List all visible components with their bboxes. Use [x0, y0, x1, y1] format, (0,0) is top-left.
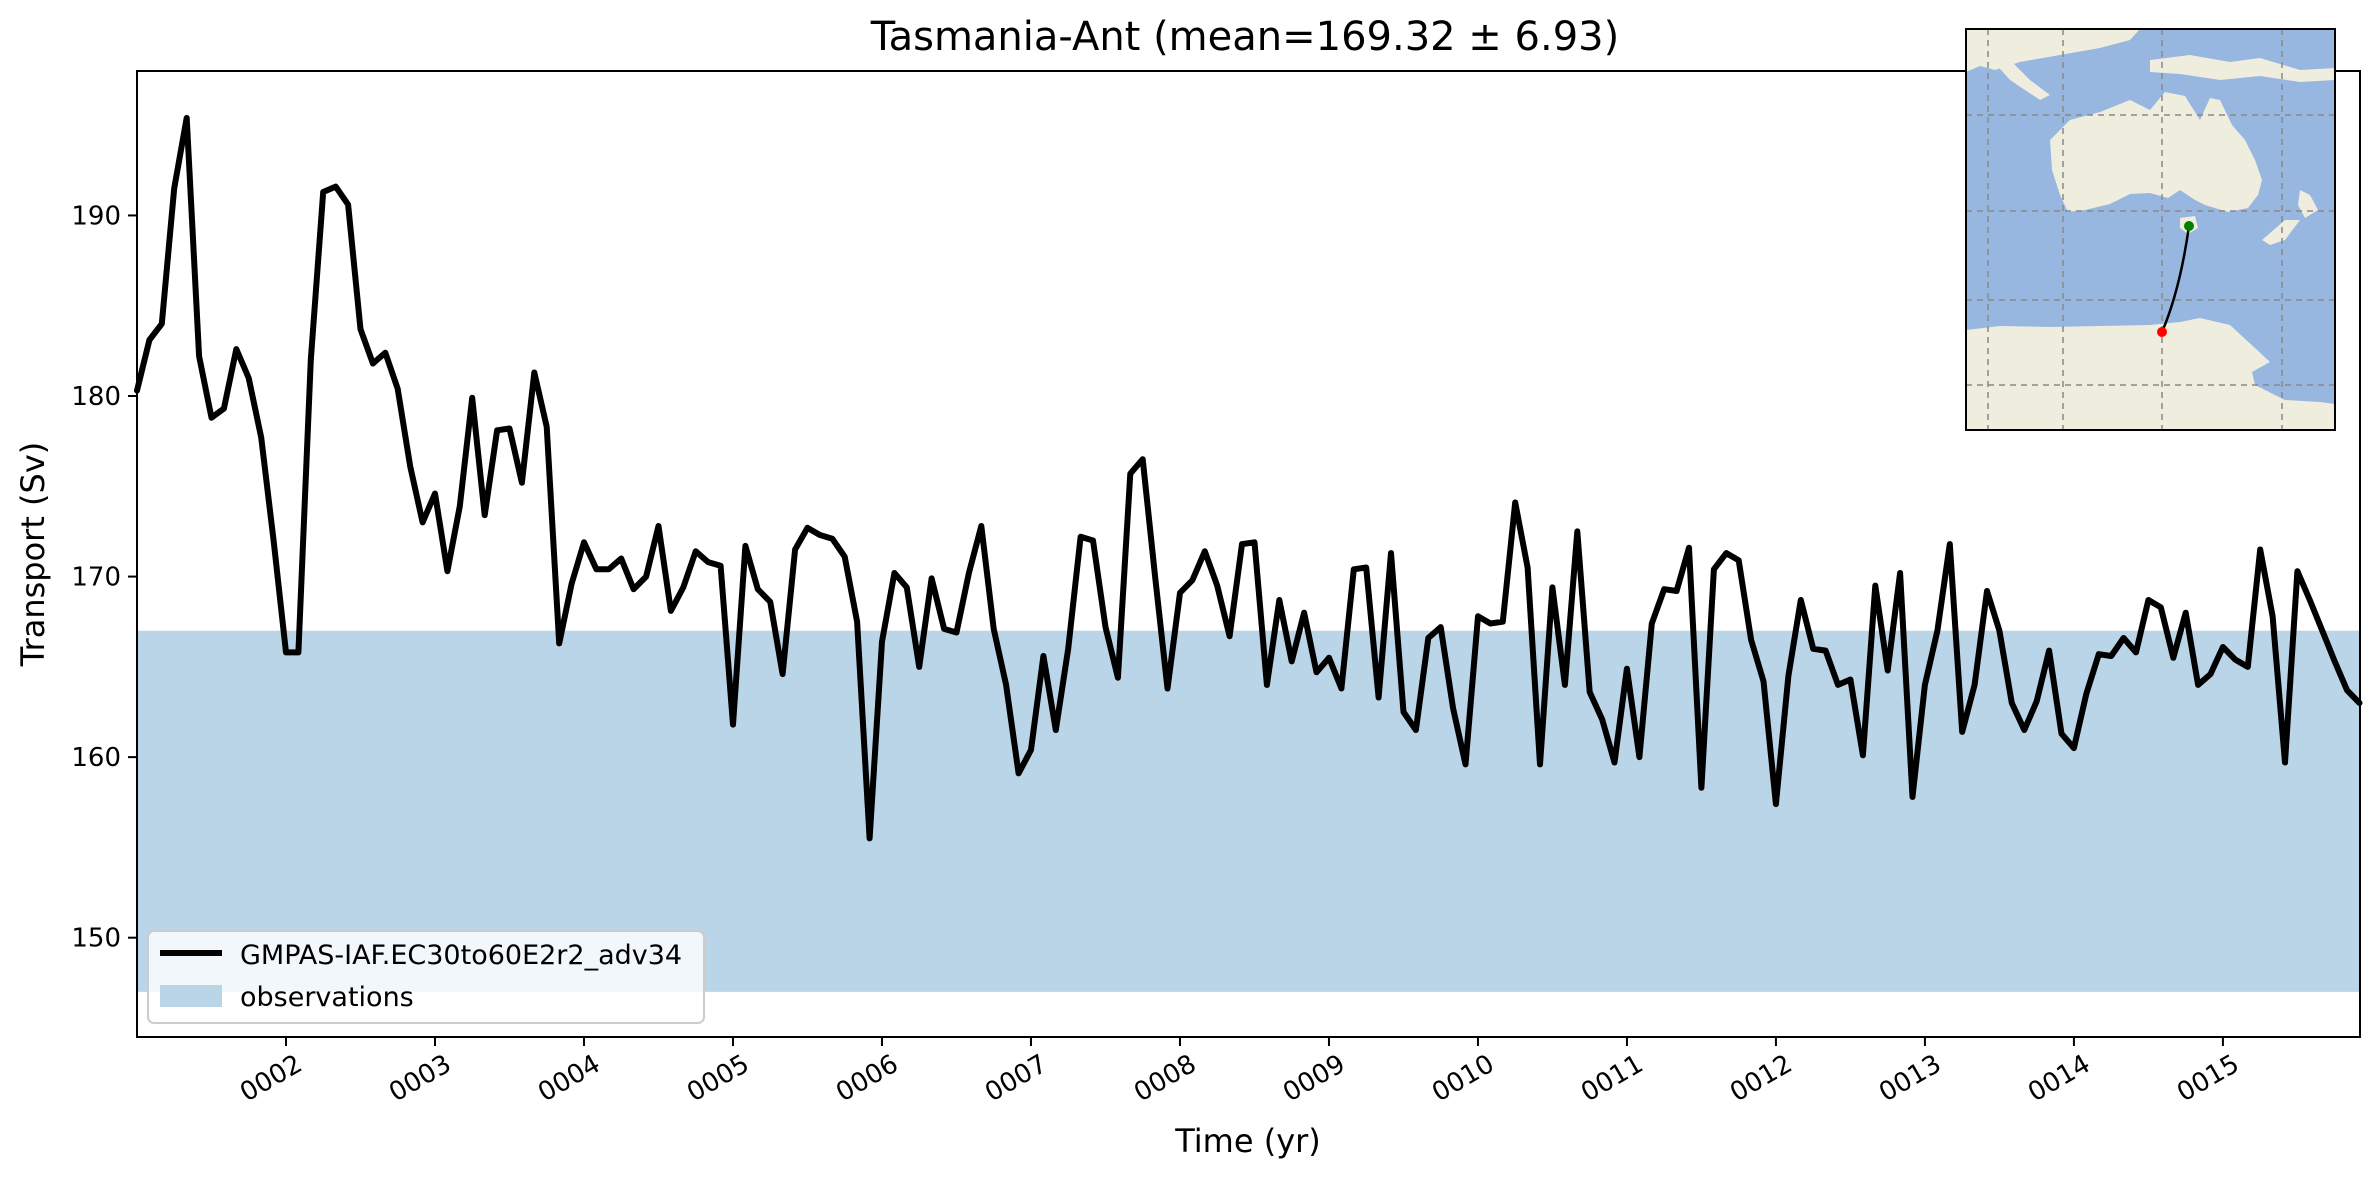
plot-frame: [136, 70, 2361, 1038]
y-tick-label: 160: [71, 743, 121, 773]
x-tick-label: 0011: [1576, 1049, 1648, 1108]
x-tick-label: 0003: [384, 1049, 456, 1108]
legend-box: [147, 930, 705, 1024]
map-gridlines: [1966, 29, 2335, 430]
map-land-australia: [2050, 92, 2262, 212]
map-land-antarctica: [1966, 318, 2335, 430]
x-tick-label: 0010: [1427, 1049, 1499, 1108]
x-tick-label: 0004: [533, 1049, 605, 1108]
y-tick-label: 190: [71, 201, 121, 231]
map-section-line: [2160, 225, 2191, 333]
x-tick-label: 0005: [682, 1049, 754, 1108]
x-tick-label: 0008: [1129, 1049, 1201, 1108]
x-tick-label: 0013: [1874, 1049, 1946, 1108]
y-tick-label: 170: [71, 563, 121, 593]
legend-series-label: GMPAS-IAF.EC30to60E2r2_adv34: [240, 940, 682, 971]
legend-band-swatch: [160, 985, 222, 1007]
map-section-end-marker: [2157, 327, 2167, 337]
y-tick-label: 150: [71, 924, 121, 954]
map-land-sumatra: [1985, 40, 2050, 100]
legend: GMPAS-IAF.EC30to60E2r2_adv34 observation…: [147, 930, 705, 1024]
transport-series-line: [134, 114, 2363, 842]
x-axis-ticks: 0002 0003 0004 0005 0006 0007 0008 0009 0010 0011…: [235, 1037, 2244, 1108]
x-tick-label: 0014: [2023, 1049, 2095, 1108]
y-tick-label: 180: [71, 382, 121, 412]
inset-map: [1965, 28, 2336, 431]
x-tick-label: 0007: [980, 1049, 1052, 1108]
x-axis-label: Time (yr): [1174, 1122, 1321, 1160]
map-frame: [1965, 28, 2336, 431]
x-tick-label: 0002: [235, 1049, 307, 1108]
y-axis-label: Transport (Sv): [14, 442, 52, 668]
legend-observations-label: observations: [240, 982, 414, 1013]
map-section-start-marker: [2184, 221, 2194, 231]
chart-title: Tasmania-Ant (mean=169.32 ± 6.93): [870, 14, 1619, 60]
x-tick-label: 0015: [2172, 1049, 2244, 1108]
x-tick-label: 0006: [831, 1049, 903, 1108]
x-tick-label: 0009: [1278, 1049, 1350, 1108]
map-land-islands: [2150, 55, 2335, 82]
y-axis-ticks: 150 160 170 180 190: [71, 201, 137, 954]
x-tick-label: 0012: [1725, 1049, 1797, 1108]
map-land-new-zealand: [2262, 190, 2318, 245]
